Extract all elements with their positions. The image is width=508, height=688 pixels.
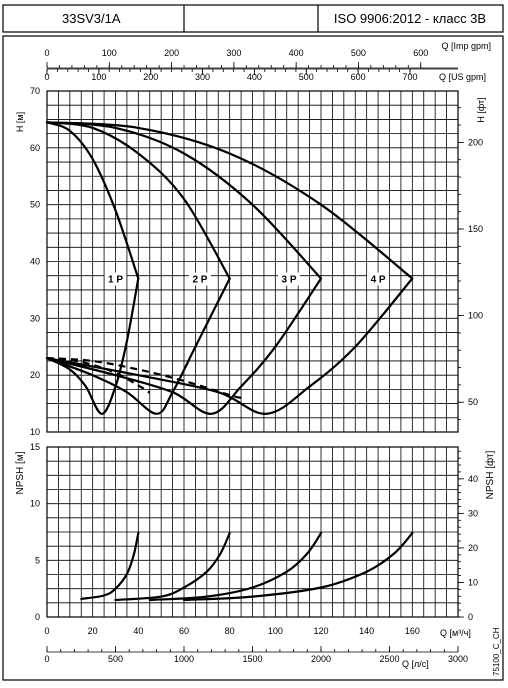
y-npsh-tick-label: 5 xyxy=(35,555,40,565)
stage-label: 4 P xyxy=(371,275,386,286)
head-curve-2 xyxy=(45,121,231,280)
y-h-tick-label: 40 xyxy=(30,257,40,267)
x-us-axis-tick-label: 700 xyxy=(402,72,417,82)
x-imp-axis-tick-label: 200 xyxy=(164,48,179,58)
head-curve-4 xyxy=(45,121,414,280)
x-us-axis-tick-label: 100 xyxy=(91,72,106,82)
x-imp-axis-tick-label: 400 xyxy=(289,48,304,58)
y-h-ft-tick-label: 100 xyxy=(468,311,483,321)
x-m3h-label: Q [м³/ч] xyxy=(440,628,471,638)
x-m3h-tick-label: 40 xyxy=(133,626,143,636)
stage-label-bg xyxy=(188,272,211,286)
y-h-ft-tick-label: 150 xyxy=(468,224,483,234)
y-npsh-ft-label: NPSH [фт] xyxy=(484,450,496,499)
y-npsh-ft-tick-label: 10 xyxy=(468,577,478,587)
y-npsh-tick-label: 10 xyxy=(30,499,40,509)
y-npsh-tick-label: 15 xyxy=(30,442,40,452)
head-curve-7 xyxy=(45,277,323,415)
stage-label-bg xyxy=(104,272,127,286)
x-m3h-tick-label: 140 xyxy=(359,626,374,636)
head-curve-5 xyxy=(45,277,140,415)
y-h-label: H [м] xyxy=(15,112,25,132)
y-h-tick-label: 10 xyxy=(30,427,40,437)
x-ls-tick-label: 1000 xyxy=(174,654,194,664)
stage-label-bg xyxy=(367,272,390,286)
x-ls-tick-label: 2500 xyxy=(379,654,399,664)
y-npsh-ft-tick-label: 0 xyxy=(468,612,473,622)
x-us-axis-tick-label: 300 xyxy=(195,72,210,82)
x-us-axis-tick-label: 600 xyxy=(351,72,366,82)
x-us-label: Q [US gpm] xyxy=(439,72,486,82)
x-m3h-tick-label: 100 xyxy=(268,626,283,636)
head-curve-10 xyxy=(46,357,242,399)
x-m3h-tick-label: 120 xyxy=(313,626,328,636)
x-ls-tick-label: 0 xyxy=(44,654,49,664)
y-h-tick-label: 70 xyxy=(30,86,40,96)
x-ls-label: Q [л/с] xyxy=(402,659,429,669)
y-h-ft-label: H [фт] xyxy=(476,97,486,122)
footer-code: 75100_C_CH xyxy=(492,627,501,676)
y-npsh-ft-tick-label: 30 xyxy=(468,508,478,518)
stage-label: 1 P xyxy=(108,275,123,286)
x-ls-tick-label: 2000 xyxy=(311,654,331,664)
x-us-axis-tick-label: 500 xyxy=(299,72,314,82)
header-model: 33SV3/1A xyxy=(62,11,121,26)
y-npsh-ft-tick-label: 40 xyxy=(468,474,478,484)
head-curve-8 xyxy=(45,277,414,415)
x-us-axis-tick-label: 200 xyxy=(143,72,158,82)
x-imp-axis-tick-label: 300 xyxy=(226,48,241,58)
x-m3h-tick-label: 60 xyxy=(179,626,189,636)
npsh-curve-3 xyxy=(148,532,323,602)
stage-label: 3 P xyxy=(282,275,297,286)
x-m3h-tick-label: 0 xyxy=(44,626,49,636)
npsh-curve-1 xyxy=(80,532,140,600)
x-imp-axis-tick-label: 500 xyxy=(351,48,366,58)
y-h-tick-label: 50 xyxy=(30,200,40,210)
head-curve-6 xyxy=(45,277,231,415)
x-ls-tick-label: 1500 xyxy=(242,654,262,664)
head-curve-1 xyxy=(45,121,140,280)
npsh-curve-2 xyxy=(114,532,231,602)
x-imp-axis-tick-label: 600 xyxy=(413,48,428,58)
stage-label-bg xyxy=(278,272,301,286)
x-us-axis-tick-label: 0 xyxy=(44,72,49,82)
npsh-plot-border xyxy=(46,446,459,618)
y-npsh-tick-label: 0 xyxy=(35,612,40,622)
y-h-tick-label: 20 xyxy=(30,370,40,380)
outer-frame xyxy=(2,35,504,681)
y-npsh-ft-tick-label: 20 xyxy=(468,543,478,553)
x-m3h-tick-label: 80 xyxy=(225,626,235,636)
y-h-ft-tick-label: 50 xyxy=(468,397,478,407)
x-m3h-tick-label: 20 xyxy=(88,626,98,636)
y-h-ft-tick-label: 200 xyxy=(468,137,483,147)
npsh-curve-4 xyxy=(182,532,414,602)
x-m3h-tick-label: 160 xyxy=(405,626,420,636)
y-npsh-label: NPSH [м] xyxy=(15,451,26,494)
header-frame xyxy=(2,4,504,33)
x-imp-label: Q [Imp gpm] xyxy=(441,41,491,51)
x-ls-tick-label: 500 xyxy=(108,654,123,664)
y-h-tick-label: 60 xyxy=(30,143,40,153)
head-plot-border xyxy=(46,90,459,433)
y-h-tick-label: 30 xyxy=(30,313,40,323)
header-standard: ISO 9906:2012 - класс 3B xyxy=(334,11,486,26)
x-imp-axis-tick-label: 100 xyxy=(102,48,117,58)
stage-label: 2 P xyxy=(192,275,207,286)
x-ls-tick-label: 3000 xyxy=(448,654,468,664)
x-imp-axis-tick-label: 0 xyxy=(44,48,49,58)
head-curve-9 xyxy=(46,357,151,394)
x-us-axis-tick-label: 400 xyxy=(247,72,262,82)
